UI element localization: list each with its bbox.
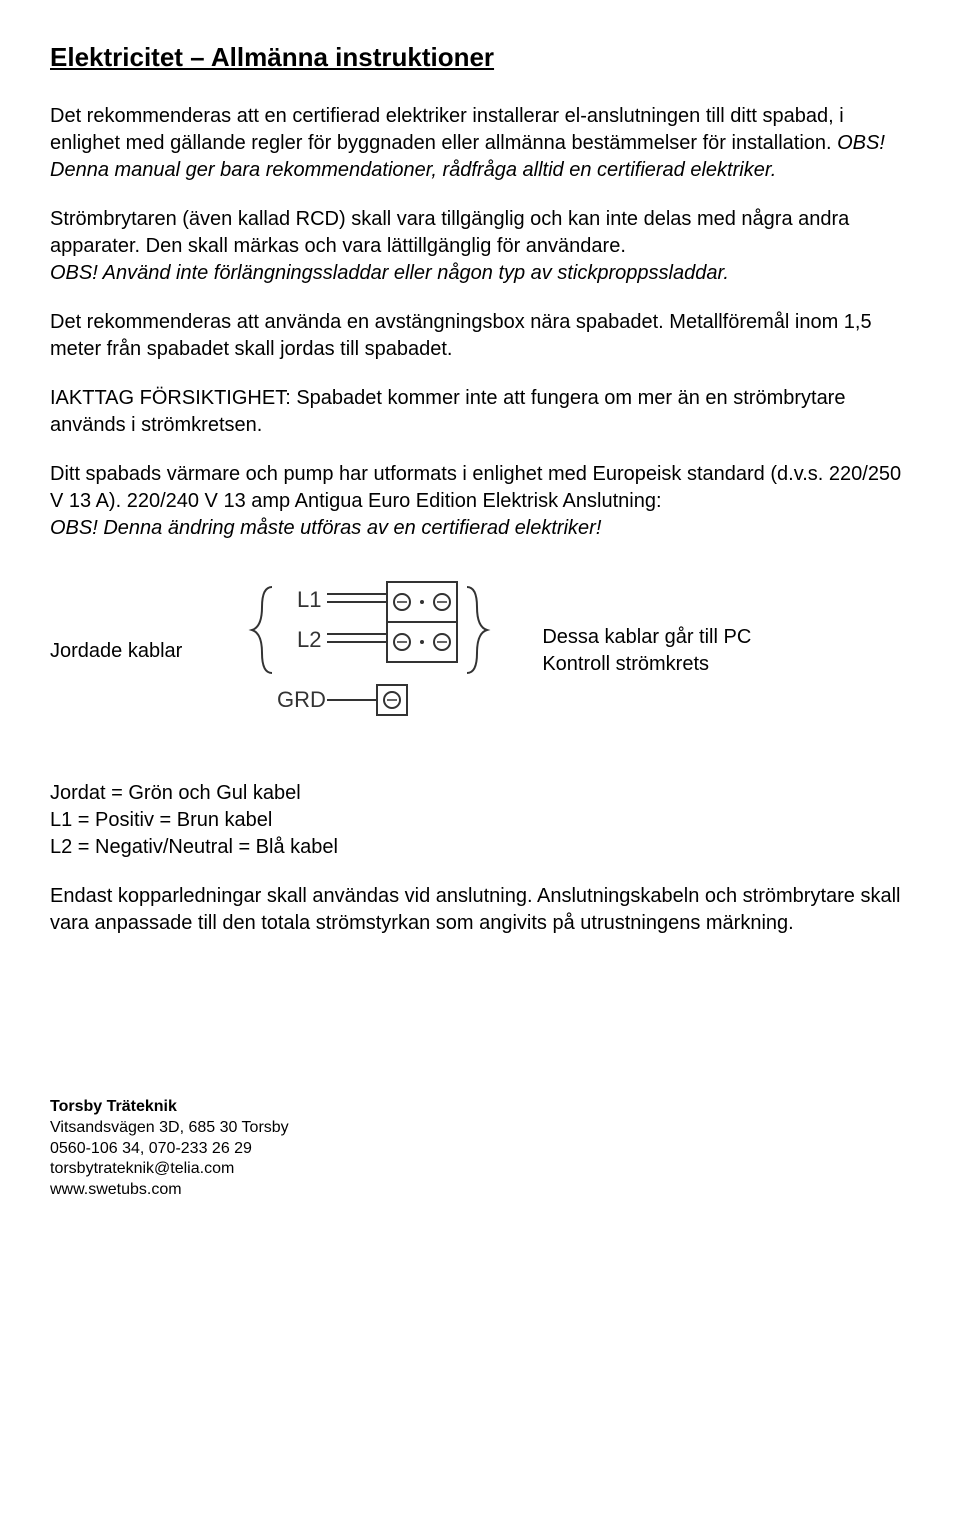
- p2-text: Strömbrytaren (även kallad RCD) skall va…: [50, 208, 849, 257]
- wiring-diagram-row: Jordade kablar L1 L2 GRD: [50, 572, 910, 730]
- cable-legend: Jordat = Grön och Gul kabel L1 = Positiv…: [50, 780, 910, 861]
- page-title: Elektricitet – Allmänna instruktioner: [50, 40, 910, 75]
- paragraph-shutoff: Det rekommenderas att använda en avstäng…: [50, 309, 910, 363]
- footer-web: www.swetubs.com: [50, 1180, 910, 1201]
- footer-address: Vitsandsvägen 3D, 685 30 Torsby: [50, 1118, 910, 1139]
- paragraph-intro: Det rekommenderas att en certifierad ele…: [50, 103, 910, 184]
- legend-jordat: Jordat = Grön och Gul kabel: [50, 780, 910, 807]
- diagram-right-label: Dessa kablar går till PC Kontroll strömk…: [542, 624, 751, 678]
- paragraph-caution: IAKTTAG FÖRSIKTIGHET: Spabadet kommer in…: [50, 385, 910, 439]
- footer-email: torsbytrateknik@telia.com: [50, 1159, 910, 1180]
- footer-phone: 0560-106 34, 070-233 26 29: [50, 1139, 910, 1160]
- footer-company: Torsby Träteknik: [50, 1097, 910, 1118]
- diagram-right-line1: Dessa kablar går till PC: [542, 626, 751, 648]
- p5-text: Ditt spabads värmare och pump har utform…: [50, 463, 901, 512]
- diagram-right-line2: Kontroll strömkrets: [542, 653, 709, 675]
- diagram-left-label: Jordade kablar: [50, 638, 182, 665]
- diagram-l1-label: L1: [297, 587, 321, 612]
- diagram-l2-label: L2: [297, 627, 321, 652]
- paragraph-copper: Endast kopparledningar skall användas vi…: [50, 883, 910, 937]
- wiring-diagram: L1 L2 GRD: [212, 572, 512, 730]
- footer: Torsby Träteknik Vitsandsvägen 3D, 685 3…: [50, 1097, 910, 1201]
- diagram-grd-label: GRD: [277, 687, 326, 712]
- p5-obs: OBS! Denna ändring måste utföras av en c…: [50, 517, 601, 539]
- paragraph-rcd: Strömbrytaren (även kallad RCD) skall va…: [50, 206, 910, 287]
- p2-obs: OBS! Använd inte förlängningssladdar ell…: [50, 262, 729, 284]
- legend-l2: L2 = Negativ/Neutral = Blå kabel: [50, 834, 910, 861]
- paragraph-standard: Ditt spabads värmare och pump har utform…: [50, 461, 910, 542]
- legend-l1: L1 = Positiv = Brun kabel: [50, 807, 910, 834]
- p1-text: Det rekommenderas att en certifierad ele…: [50, 105, 844, 154]
